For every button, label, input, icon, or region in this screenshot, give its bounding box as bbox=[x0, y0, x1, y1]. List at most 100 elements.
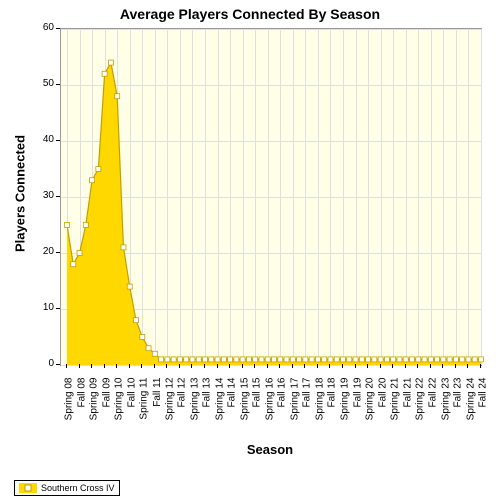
x-tick bbox=[279, 364, 280, 368]
x-tick bbox=[66, 364, 67, 368]
data-marker bbox=[466, 357, 471, 362]
data-marker bbox=[328, 357, 333, 362]
x-tick bbox=[141, 364, 142, 368]
data-marker bbox=[102, 71, 107, 76]
y-axis-title: Players Connected bbox=[13, 124, 28, 264]
data-marker bbox=[246, 357, 251, 362]
x-tick bbox=[217, 364, 218, 368]
x-tick-label: Fall 21 bbox=[402, 378, 413, 408]
x-tick bbox=[355, 364, 356, 368]
data-marker bbox=[303, 357, 308, 362]
x-tick-label: Fall 11 bbox=[151, 378, 162, 407]
x-tick-label: Fall 09 bbox=[101, 378, 112, 408]
x-tick-label: Spring 08 bbox=[64, 378, 75, 421]
x-tick-label: Spring 23 bbox=[440, 378, 451, 421]
x-tick bbox=[417, 364, 418, 368]
x-tick bbox=[304, 364, 305, 368]
y-tick bbox=[56, 308, 60, 309]
data-marker bbox=[359, 357, 364, 362]
x-tick-label: Spring 17 bbox=[289, 378, 300, 421]
x-tick bbox=[455, 364, 456, 368]
data-marker bbox=[341, 357, 346, 362]
x-tick bbox=[129, 364, 130, 368]
data-marker bbox=[90, 178, 95, 183]
data-marker bbox=[140, 335, 145, 340]
data-marker bbox=[410, 357, 415, 362]
x-tick-label: Fall 16 bbox=[277, 378, 288, 408]
x-tick-label: Fall 23 bbox=[452, 378, 463, 408]
x-tick bbox=[179, 364, 180, 368]
data-marker bbox=[165, 357, 170, 362]
data-marker bbox=[127, 284, 132, 289]
x-tick-label: Fall 10 bbox=[126, 378, 137, 408]
data-marker bbox=[416, 357, 421, 362]
y-tick bbox=[56, 196, 60, 197]
legend-swatch-icon bbox=[19, 483, 37, 493]
x-tick-label: Fall 24 bbox=[478, 378, 489, 408]
legend-series-label: Southern Cross IV bbox=[41, 483, 115, 493]
data-marker bbox=[441, 357, 446, 362]
data-marker bbox=[447, 357, 452, 362]
x-tick-label: Spring 20 bbox=[365, 378, 376, 421]
data-marker bbox=[71, 262, 76, 267]
x-tick bbox=[342, 364, 343, 368]
data-marker bbox=[460, 357, 465, 362]
x-tick-label: Spring 18 bbox=[314, 378, 325, 421]
data-marker bbox=[171, 357, 176, 362]
x-tick bbox=[430, 364, 431, 368]
y-tick bbox=[56, 28, 60, 29]
data-marker bbox=[152, 351, 157, 356]
x-tick bbox=[367, 364, 368, 368]
data-marker bbox=[121, 245, 126, 250]
data-marker bbox=[479, 357, 484, 362]
x-tick-label: Fall 20 bbox=[377, 378, 388, 408]
x-tick bbox=[79, 364, 80, 368]
x-tick-label: Spring 19 bbox=[340, 378, 351, 421]
data-marker bbox=[196, 357, 201, 362]
data-marker bbox=[372, 357, 377, 362]
x-tick-label: Spring 24 bbox=[465, 378, 476, 421]
y-tick bbox=[56, 84, 60, 85]
y-tick-label: 10 bbox=[30, 302, 54, 313]
chart-title: Average Players Connected By Season bbox=[0, 6, 500, 22]
data-marker bbox=[221, 357, 226, 362]
data-marker bbox=[384, 357, 389, 362]
x-tick bbox=[480, 364, 481, 368]
data-marker bbox=[203, 357, 208, 362]
x-tick-label: Spring 16 bbox=[264, 378, 275, 421]
x-tick-label: Spring 11 bbox=[139, 378, 150, 420]
data-marker bbox=[297, 357, 302, 362]
data-marker bbox=[259, 357, 264, 362]
plot-area bbox=[60, 28, 482, 366]
x-tick-label: Fall 15 bbox=[252, 378, 263, 408]
data-marker bbox=[77, 251, 82, 256]
data-marker bbox=[115, 94, 120, 99]
data-marker bbox=[397, 357, 402, 362]
x-tick bbox=[329, 364, 330, 368]
x-tick bbox=[204, 364, 205, 368]
data-marker bbox=[234, 357, 239, 362]
x-tick-label: Fall 14 bbox=[227, 378, 238, 408]
x-tick bbox=[229, 364, 230, 368]
data-marker bbox=[391, 357, 396, 362]
x-tick bbox=[166, 364, 167, 368]
data-marker bbox=[253, 357, 258, 362]
legend: Southern Cross IV bbox=[14, 480, 120, 496]
data-marker bbox=[290, 357, 295, 362]
data-marker bbox=[428, 357, 433, 362]
x-tick-label: Fall 08 bbox=[76, 378, 87, 408]
x-tick-label: Spring 15 bbox=[239, 378, 250, 421]
y-tick bbox=[56, 252, 60, 253]
x-tick-label: Fall 13 bbox=[202, 378, 213, 408]
y-tick bbox=[56, 140, 60, 141]
data-marker bbox=[278, 357, 283, 362]
x-tick-label: Fall 18 bbox=[327, 378, 338, 408]
y-tick-label: 20 bbox=[30, 246, 54, 257]
data-marker bbox=[315, 357, 320, 362]
x-tick-label: Spring 09 bbox=[89, 378, 100, 421]
x-tick bbox=[254, 364, 255, 368]
data-marker bbox=[347, 357, 352, 362]
data-marker bbox=[366, 357, 371, 362]
data-marker bbox=[272, 357, 277, 362]
data-marker bbox=[146, 346, 151, 351]
